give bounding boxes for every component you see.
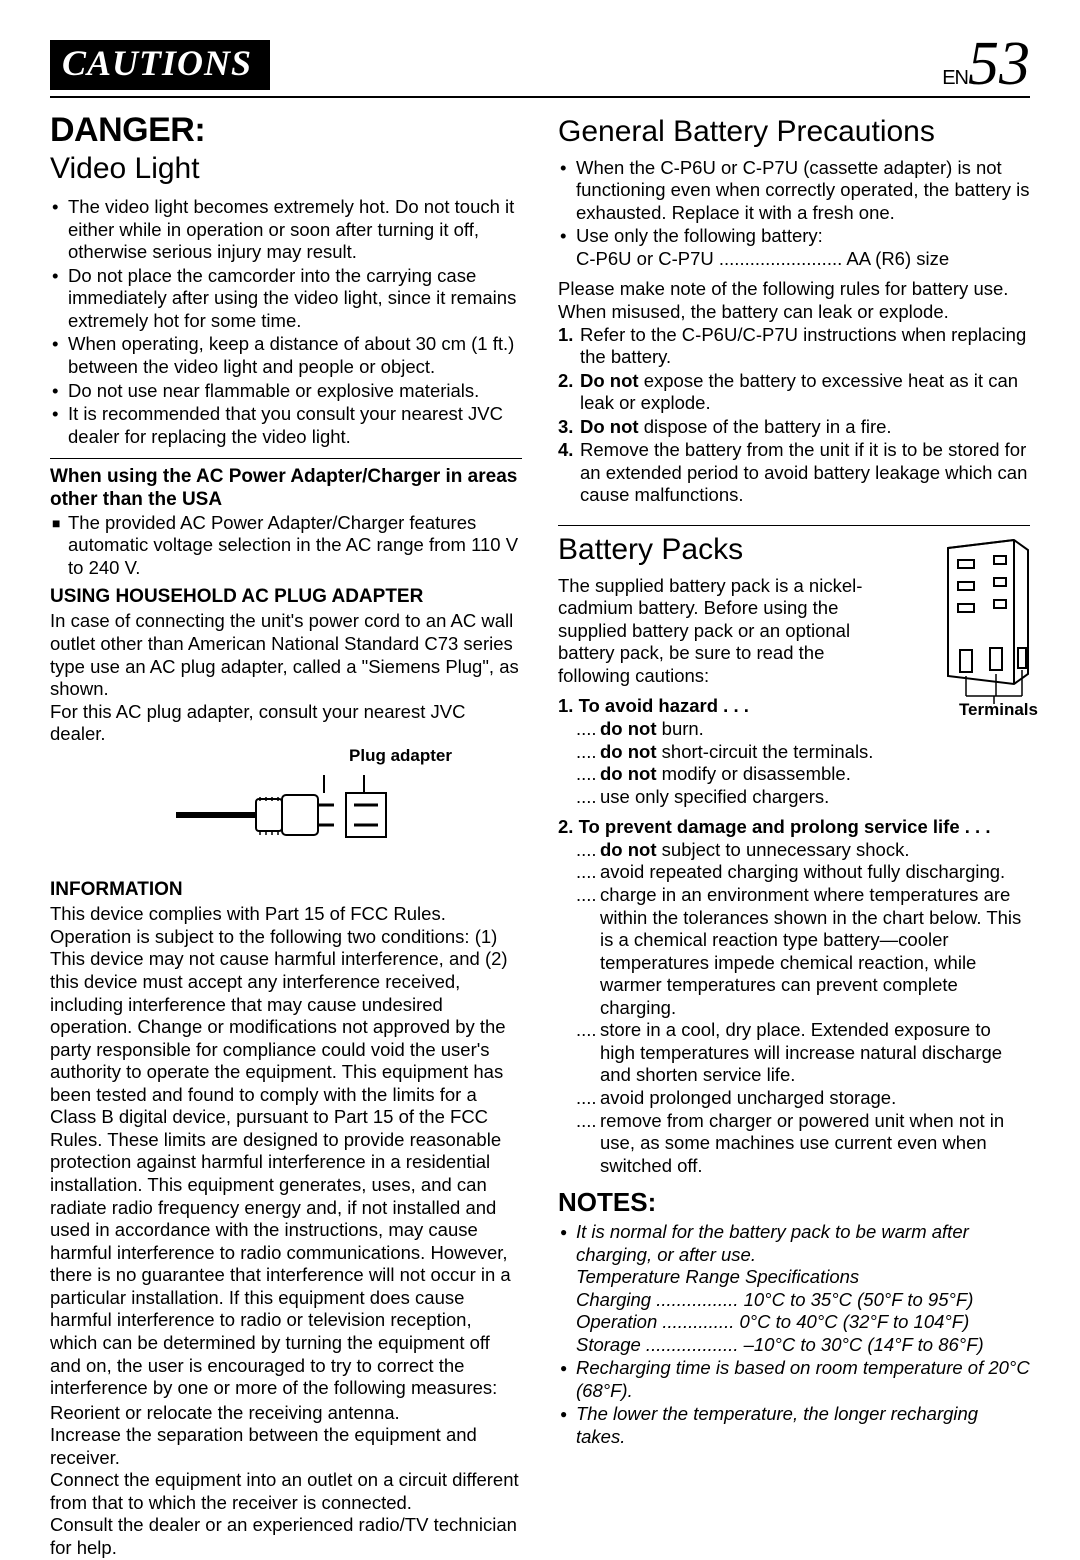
household-text: In case of connecting the unit's power c… [50, 610, 522, 745]
gbp-list: When the C-P6U or C-P7U (cassette adapte… [558, 157, 1030, 271]
page-header: CAUTIONS EN53 [50, 40, 1030, 90]
prevent-list: do not subject to unnecessary shock. avo… [558, 839, 1030, 1177]
ac-adapter-heading: When using the AC Power Adapter/Charger … [50, 465, 522, 511]
list-item: 3.Do not dispose of the battery in a fir… [558, 416, 1030, 439]
list-item: Recharging time is based on room tempera… [558, 1357, 1030, 1402]
battery-packs-intro: The supplied battery pack is a nickel-ca… [558, 575, 879, 688]
list-item: The provided AC Power Adapter/Charger fe… [50, 512, 522, 580]
list-item: store in a cool, dry place. Extended exp… [558, 1019, 1030, 1087]
gbp-heading: General Battery Precautions [558, 114, 1030, 151]
divider [50, 458, 522, 459]
video-light-heading: Video Light [50, 151, 522, 188]
list-item: do not burn. [558, 718, 1030, 741]
list-item: remove from charger or powered unit when… [558, 1110, 1030, 1178]
list-item: avoid repeated charging without fully di… [558, 861, 1030, 884]
information-heading: INFORMATION [50, 878, 522, 901]
notes-list: It is normal for the battery pack to be … [558, 1221, 1030, 1449]
household-heading: USING HOUSEHOLD AC PLUG ADAPTER [50, 585, 522, 608]
list-item: do not short-circuit the terminals. [558, 741, 1030, 764]
header-rule [50, 96, 1030, 98]
page-number: EN53 [942, 40, 1030, 90]
list-item: Do not place the camcorder into the carr… [50, 265, 522, 333]
hazard-list: do not burn. do not short-circuit the te… [558, 718, 1030, 808]
list-item: 2.Do not expose the battery to excessive… [558, 370, 1030, 415]
gbp-note: Please make note of the following rules … [558, 278, 1030, 323]
list-item: Do not use near flammable or explosive m… [50, 380, 522, 403]
battery-packs-section: Battery Packs The supplied battery pack … [558, 532, 1030, 1449]
battery-pack-icon [936, 536, 1036, 706]
list-item: use only specified chargers. [558, 786, 1030, 809]
list-item: 1.Refer to the C-P6U/C-P7U instructions … [558, 324, 1030, 369]
information-text: This device complies with Part 15 of FCC… [50, 903, 522, 1399]
list-item: avoid prolonged uncharged storage. [558, 1087, 1030, 1110]
ac-adapter-list: The provided AC Power Adapter/Charger fe… [50, 512, 522, 580]
gbp-rules: 1.Refer to the C-P6U/C-P7U instructions … [558, 324, 1030, 508]
list-item: do not subject to unnecessary shock. [558, 839, 1030, 862]
right-column: General Battery Precautions When the C-P… [558, 110, 1030, 1560]
plug-adapter-label: Plug adapter [50, 746, 522, 767]
video-light-list: The video light becomes extremely hot. D… [50, 196, 522, 448]
list-item: 4.Remove the battery from the unit if it… [558, 439, 1030, 507]
list-item: It is recommended that you consult your … [50, 403, 522, 448]
list-item: The video light becomes extremely hot. D… [50, 196, 522, 264]
danger-heading: DANGER: [50, 110, 522, 151]
plug-adapter-icon [156, 775, 416, 855]
list-item: Use only the following battery: C-P6U or… [558, 225, 1030, 270]
list-item: When operating, keep a distance of about… [50, 333, 522, 378]
notes-heading: NOTES: [558, 1187, 1030, 1219]
list-item: When the C-P6U or C-P7U (cassette adapte… [558, 157, 1030, 225]
plug-adapter-figure [50, 775, 522, 861]
information-measures: Reorient or relocate the receiving anten… [50, 1402, 522, 1560]
cautions-badge: CAUTIONS [50, 40, 270, 90]
content-columns: DANGER: Video Light The video light beco… [50, 110, 1030, 1560]
prevent-heading: 2. To prevent damage and prolong service… [558, 816, 1030, 839]
left-column: DANGER: Video Light The video light beco… [50, 110, 522, 1560]
list-item: do not modify or disassemble. [558, 763, 1030, 786]
list-item: The lower the temperature, the longer re… [558, 1403, 1030, 1448]
divider [558, 525, 1030, 526]
list-item: It is normal for the battery pack to be … [558, 1221, 1030, 1356]
list-item: charge in an environment where temperatu… [558, 884, 1030, 1019]
